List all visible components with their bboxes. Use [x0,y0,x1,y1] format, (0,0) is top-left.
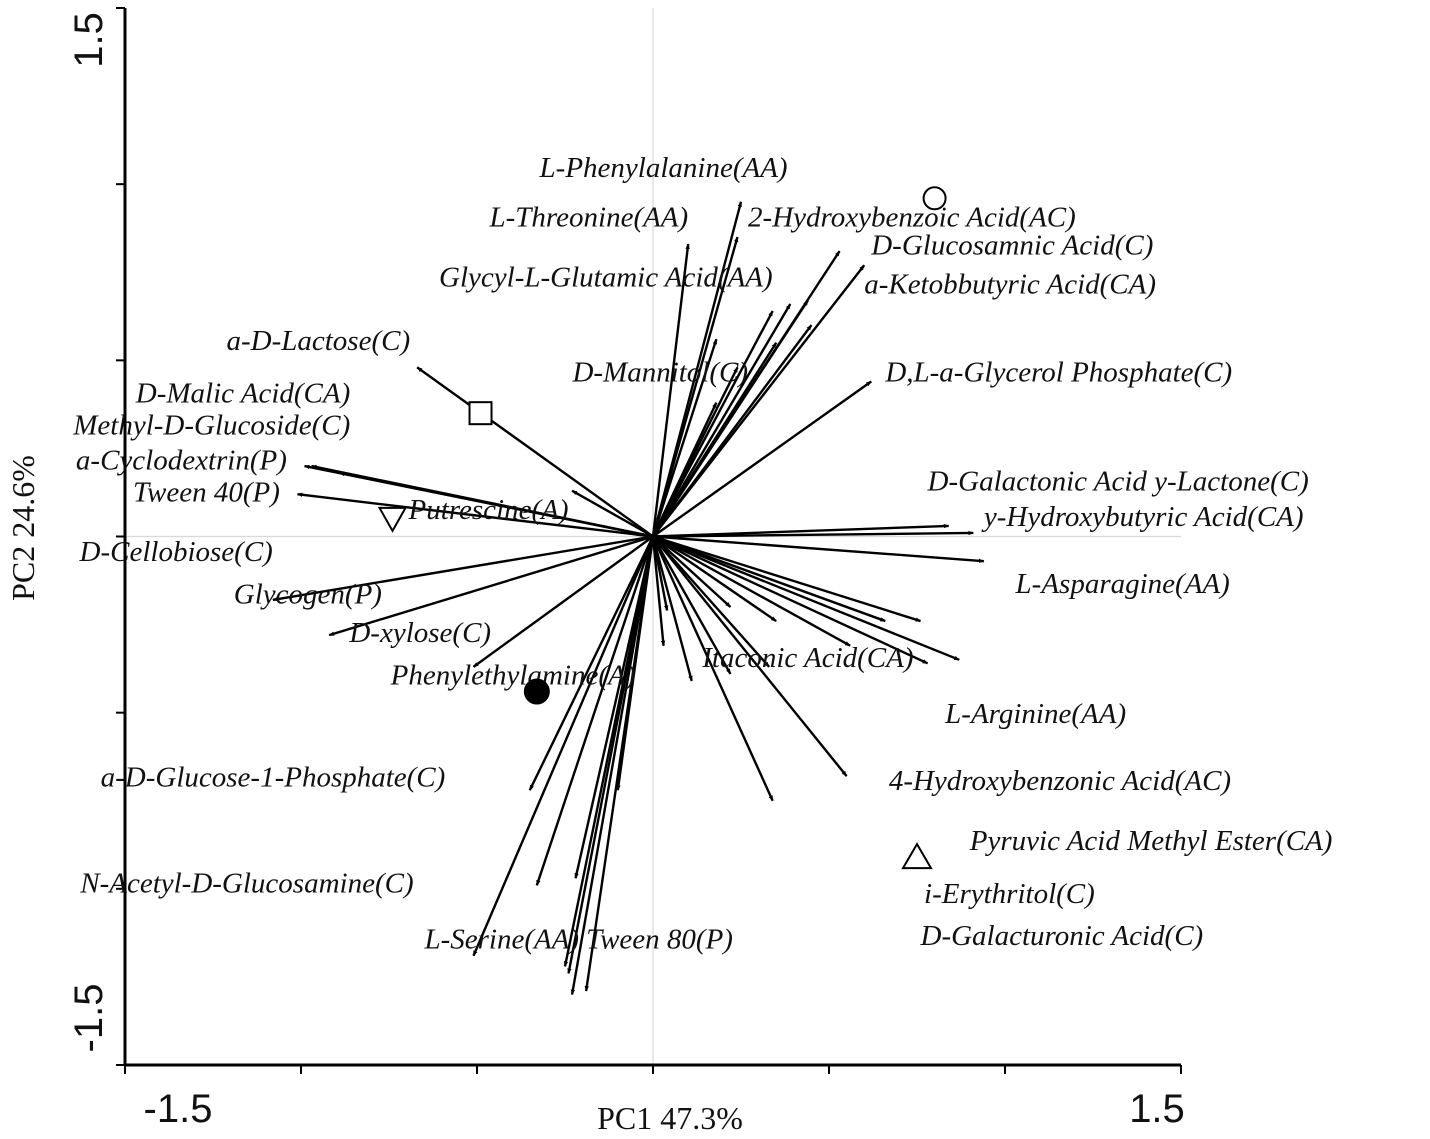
loading-arrow [472,536,655,957]
loading-arrow [296,492,654,538]
loading-arrow [651,536,666,647]
loading-arrow [651,535,732,675]
loading-label: Tween 40(P) [133,476,280,508]
loading-arrow [652,535,851,647]
loading-label: Glycogen(P) [234,578,382,610]
loading-arrow [328,535,654,637]
loading-label: D-Glucosamnic Acid(C) [870,230,1153,262]
loading-label: D-Galacturonic Acid(C) [920,920,1204,952]
loading-label: Glycyl-L-Glutamic Acid(AA) [439,261,773,293]
loading-arrow [652,324,813,538]
loading-label: L-Threonine(AA) [489,201,689,233]
loading-arrow [416,366,654,538]
loading-label: D-Mannitol(C) [571,356,748,388]
axes [116,7,1182,1074]
loading-arrow [652,535,922,623]
loading-label: L-Arginine(AA) [944,698,1126,730]
loading-arrow [651,303,792,538]
loading-arrow [651,338,718,537]
loading-label: Putrescine(A) [408,494,569,526]
loading-arrow [651,342,778,538]
loading-label: Pyruvic Acid Methyl Ester(CA) [969,825,1333,857]
loading-arrow [574,536,655,879]
loading-label: Itaconic Acid(CA) [701,642,913,674]
loading-labels: L-Phenylalanine(AA) L-Threonine(AA) 2-Hydr… [72,152,1332,956]
loading-arrow [616,536,655,791]
loading-arrow [651,536,693,682]
tick-labels: -1.5 1.5 1.5 -1.5 [67,12,1185,1131]
loading-label: D-Malic Acid(CA) [135,378,350,410]
sample-triangle-up-open [901,842,933,870]
loading-label: L-Phenylalanine(AA) [539,152,788,184]
loading-label: i-Erythritol(C) [924,878,1095,910]
loading-label: N-Acetyl-D-Glucosamine(C) [79,867,413,899]
y-tick-label-min: -1.5 [67,984,111,1053]
loading-label: D,L-a-Glycerol Phosphate(C) [884,356,1232,388]
loading-arrow [652,535,777,623]
loading-arrow [570,536,655,996]
x-tick-label-min: -1.5 [144,1087,213,1131]
sample-markers [377,186,947,870]
loading-label: a-Cyclodextrin(P) [76,445,287,477]
loading-arrow [652,380,872,538]
loading-arrow [652,535,771,668]
loading-arrow [652,523,950,538]
loading-arrow [652,535,960,661]
loading-label: D-Cellobiose(C) [79,536,273,568]
sample-square-open [468,401,493,426]
sample-circle-open [922,186,947,211]
loading-label: Tween 80(P) [586,924,733,956]
loading-label: a-D-Glucose-1-Phosphate(C) [101,762,446,794]
loading-vectors [272,201,985,996]
loading-arrow [535,536,655,886]
loading-label: a-D-Lactose(C) [226,325,410,357]
loading-arrow [472,535,654,668]
x-tick-label-max: 1.5 [1129,1087,1185,1131]
loading-label: y-Hydroxybutyric Acid(CA) [981,501,1304,533]
loading-arrow [652,535,985,563]
loading-arrow [563,536,655,967]
loading-arrow [571,489,654,538]
loading-arrow [651,243,690,537]
loading-label: Methyl-D-Glucoside(C) [72,409,350,441]
loading-label: 4-Hydroxybenzonic Acid(AC) [889,765,1231,797]
y-axis-title: PC2 24.6% [5,455,41,601]
loading-arrow [652,535,929,665]
loading-arrow [652,535,732,608]
loading-arrow [652,530,974,538]
sample-circle-filled [523,678,550,705]
loading-label: D-xylose(C) [348,617,491,649]
sample-triangle-down-open [377,506,408,533]
loading-arrow [652,535,848,777]
loading-label: D-Galactonic Acid y-Lactone(C) [927,466,1309,498]
loading-arrow [651,236,739,537]
loading-arrow [651,402,718,538]
x-axis-title: PC1 47.3% [597,1100,743,1136]
loading-label: L-Serine(AA) [423,924,579,956]
loading-arrow [651,536,774,802]
loading-label: 2-Hydroxybenzoic Acid(AC) [748,201,1076,233]
loading-arrow [303,464,654,538]
loading-label: a-Ketobbutyric Acid(CA) [864,268,1156,300]
y-tick-label-max: 1.5 [67,12,111,68]
loading-arrow [652,535,886,623]
loading-label: Phenylethylamine(A) [390,659,636,691]
loading-arrow [272,535,654,602]
loading-label: L-Asparagine(AA) [1015,568,1230,600]
loading-arrow [528,535,655,791]
